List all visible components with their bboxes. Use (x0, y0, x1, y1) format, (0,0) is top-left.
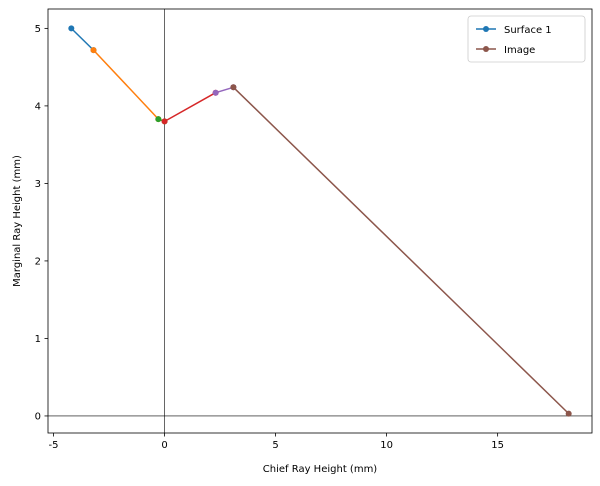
segment-line-4 (164, 92, 216, 123)
segment-line-5 (215, 86, 234, 94)
data-point-4-1 (161, 118, 168, 125)
y-tick-label: 0 (35, 411, 41, 422)
y-axis: 0 1 2 3 4 5 (35, 24, 48, 422)
legend-label: Image (504, 45, 535, 56)
segment-line-6 (232, 86, 570, 415)
x-tick-label: 10 (380, 440, 393, 451)
x-axis-title: Chief Ray Height (mm) (263, 464, 378, 475)
series-group (68, 25, 572, 417)
x-tick-label: 5 (272, 440, 278, 451)
y-tick-label: 4 (35, 101, 41, 112)
data-point-6-2 (565, 410, 572, 417)
data-point-2-1 (90, 47, 97, 54)
legend-box (467, 15, 586, 63)
y-tick-label: 5 (35, 24, 41, 35)
y-tick-label: 2 (35, 256, 41, 267)
legend: Surface 1 Image (467, 15, 586, 63)
x-axis: -5 0 5 10 15 (49, 433, 504, 451)
data-point-3-1 (155, 116, 162, 123)
segment-line-2 (92, 49, 159, 120)
y-tick-label: 3 (35, 179, 41, 190)
legend-marker (483, 26, 489, 32)
segment-line-1 (70, 27, 95, 51)
legend-label: Surface 1 (504, 25, 552, 36)
x-tick-label: 0 (161, 440, 167, 451)
y-tick-label: 1 (35, 334, 41, 345)
y-axis-title: Marginal Ray Height (mm) (12, 155, 23, 287)
x-tick-label: 15 (491, 440, 504, 451)
x-tick-label: -5 (49, 440, 59, 451)
reference-lines (48, 9, 592, 433)
data-point-6-1 (230, 84, 237, 91)
plot-frame (47, 8, 593, 434)
data-point-1-1 (68, 25, 75, 32)
plot-area (48, 9, 592, 433)
data-point-5-1 (212, 89, 219, 96)
legend-marker (483, 46, 489, 52)
